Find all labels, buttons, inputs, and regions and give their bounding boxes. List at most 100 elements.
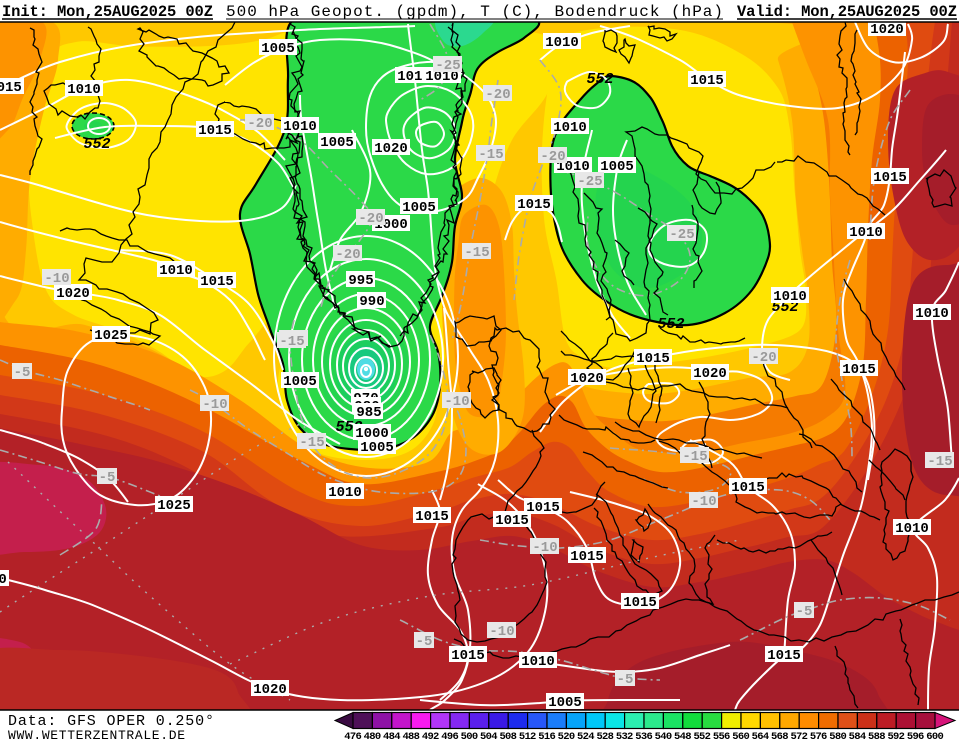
svg-text:990: 990	[359, 294, 384, 310]
svg-text:476: 476	[344, 731, 362, 741]
svg-text:552: 552	[771, 299, 798, 316]
svg-text:1015: 1015	[873, 170, 907, 186]
svg-text:568: 568	[771, 731, 789, 741]
svg-text:500 hPa Geopot. (gpdm), T (C),: 500 hPa Geopot. (gpdm), T (C), Bodendruc…	[226, 3, 723, 21]
svg-text:-5: -5	[99, 470, 116, 486]
svg-text:556: 556	[713, 731, 731, 741]
svg-text:1005: 1005	[320, 135, 354, 151]
svg-text:1015: 1015	[0, 80, 22, 96]
svg-text:552: 552	[693, 731, 711, 741]
svg-text:1020: 1020	[870, 22, 904, 38]
svg-text:-25: -25	[577, 174, 602, 190]
svg-text:596: 596	[907, 731, 925, 741]
svg-text:500: 500	[461, 731, 479, 741]
svg-text:1020: 1020	[693, 366, 727, 382]
svg-text:1015: 1015	[517, 197, 551, 213]
svg-text:600: 600	[926, 731, 944, 741]
svg-text:1010: 1010	[159, 263, 193, 279]
svg-text:584: 584	[849, 731, 867, 741]
svg-text:552: 552	[657, 316, 684, 333]
svg-text:480: 480	[364, 731, 382, 741]
svg-text:1005: 1005	[283, 374, 317, 390]
svg-text:1010: 1010	[397, 69, 431, 85]
svg-text:1015: 1015	[451, 648, 485, 664]
svg-text:1010: 1010	[895, 521, 929, 537]
svg-text:995: 995	[348, 273, 373, 289]
svg-text:Data: GFS OPER 0.250°: Data: GFS OPER 0.250°	[8, 713, 214, 730]
svg-text:1015: 1015	[690, 73, 724, 89]
svg-text:1015: 1015	[731, 480, 765, 496]
svg-text:-10: -10	[489, 624, 514, 640]
svg-text:552: 552	[83, 136, 110, 153]
svg-text:1015: 1015	[623, 595, 657, 611]
svg-text:532: 532	[616, 731, 634, 741]
svg-text:592: 592	[887, 731, 905, 741]
svg-text:1005: 1005	[261, 41, 295, 57]
svg-text:-15: -15	[478, 147, 503, 163]
svg-text:512: 512	[519, 731, 537, 741]
svg-text:WWW.WETTERZENTRALE.DE: WWW.WETTERZENTRALE.DE	[8, 728, 185, 741]
svg-text:1005: 1005	[548, 695, 582, 711]
svg-text:-10: -10	[44, 271, 69, 287]
svg-text:-10: -10	[444, 394, 469, 410]
svg-text:1005: 1005	[402, 200, 436, 216]
svg-text:Valid: Mon,25AUG2025 00Z: Valid: Mon,25AUG2025 00Z	[737, 3, 957, 21]
svg-text:-15: -15	[927, 454, 952, 470]
svg-text:1020: 1020	[56, 286, 90, 302]
svg-text:588: 588	[868, 731, 886, 741]
svg-text:1010: 1010	[328, 485, 362, 501]
svg-text:-15: -15	[279, 334, 304, 350]
svg-text:985: 985	[356, 405, 381, 421]
svg-text:564: 564	[752, 731, 770, 741]
svg-text:1020: 1020	[0, 572, 7, 588]
svg-text:540: 540	[655, 731, 673, 741]
svg-text:484: 484	[383, 731, 401, 741]
svg-text:-15: -15	[682, 449, 707, 465]
svg-text:-10: -10	[691, 494, 716, 510]
svg-text:-5: -5	[416, 634, 433, 650]
svg-text:576: 576	[810, 731, 828, 741]
svg-text:560: 560	[732, 731, 750, 741]
svg-text:1010: 1010	[553, 120, 587, 136]
svg-text:504: 504	[480, 731, 498, 741]
svg-text:516: 516	[538, 731, 556, 741]
svg-text:1010: 1010	[915, 306, 949, 322]
svg-text:1015: 1015	[636, 351, 670, 367]
svg-text:1010: 1010	[773, 289, 807, 305]
svg-text:1020: 1020	[253, 682, 287, 698]
svg-text:572: 572	[790, 731, 808, 741]
svg-text:-25: -25	[669, 227, 694, 243]
svg-text:-25: -25	[435, 58, 460, 74]
svg-text:Init: Mon,25AUG2025 00Z: Init: Mon,25AUG2025 00Z	[2, 3, 213, 21]
svg-text:1020: 1020	[374, 141, 408, 157]
svg-text:552: 552	[586, 71, 613, 88]
svg-text:-10: -10	[202, 397, 227, 413]
svg-text:-20: -20	[247, 116, 272, 132]
svg-text:1005: 1005	[600, 159, 634, 175]
svg-text:536: 536	[635, 731, 653, 741]
svg-text:-5: -5	[796, 604, 813, 620]
svg-text:1010: 1010	[545, 35, 579, 51]
svg-text:1015: 1015	[526, 500, 560, 516]
svg-text:492: 492	[422, 731, 440, 741]
svg-text:1020: 1020	[570, 371, 604, 387]
svg-text:-15: -15	[299, 435, 324, 451]
svg-text:-20: -20	[540, 149, 565, 165]
svg-text:-20: -20	[358, 211, 383, 227]
svg-text:-20: -20	[751, 350, 776, 366]
svg-text:-20: -20	[335, 247, 360, 263]
svg-text:1015: 1015	[842, 362, 876, 378]
svg-text:520: 520	[558, 731, 576, 741]
svg-text:1010: 1010	[849, 225, 883, 241]
svg-text:1015: 1015	[198, 123, 232, 139]
svg-text:580: 580	[829, 731, 847, 741]
svg-text:-5: -5	[14, 365, 31, 381]
svg-text:1010: 1010	[425, 69, 459, 85]
svg-text:1015: 1015	[767, 648, 801, 664]
svg-text:1010: 1010	[521, 654, 555, 670]
svg-text:1005: 1005	[360, 440, 394, 456]
svg-text:524: 524	[577, 731, 595, 741]
svg-text:548: 548	[674, 731, 692, 741]
svg-text:508: 508	[499, 731, 517, 741]
svg-text:-5: -5	[617, 672, 634, 688]
